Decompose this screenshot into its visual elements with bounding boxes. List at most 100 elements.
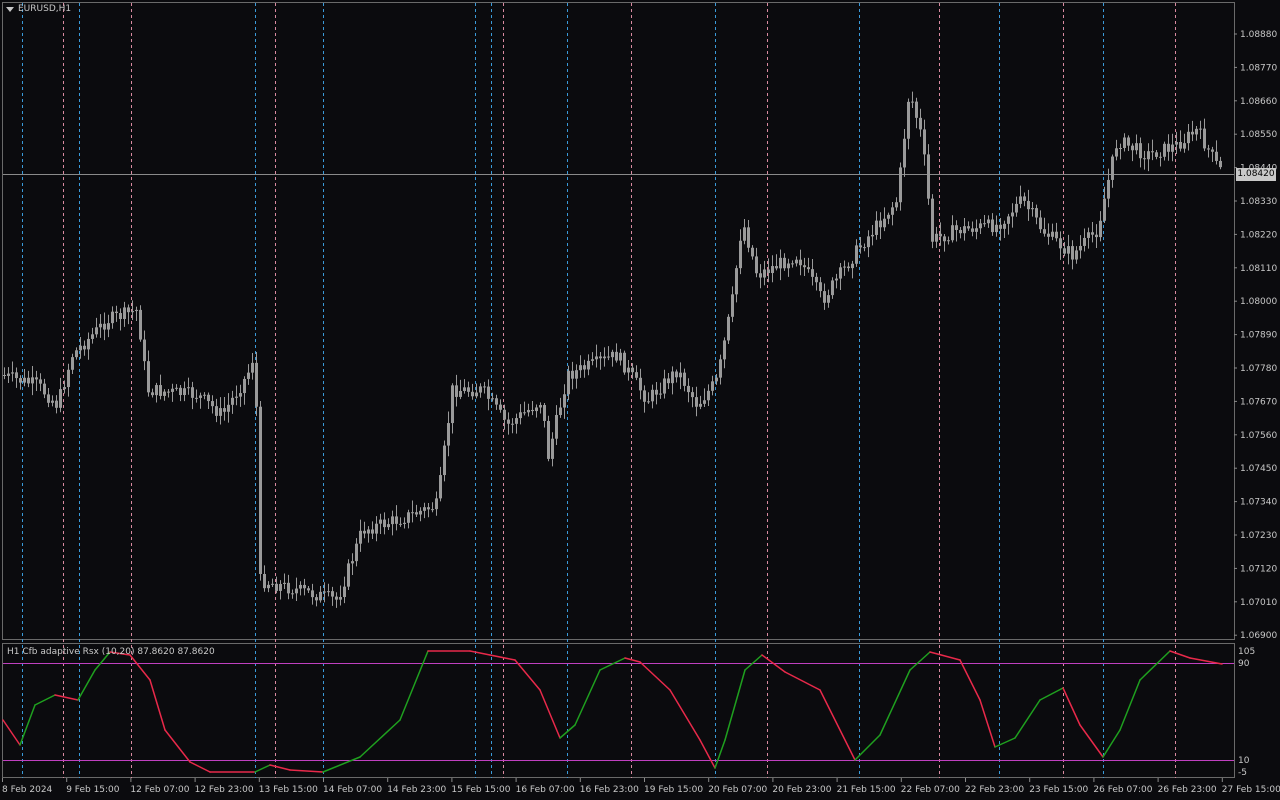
rsx-line-segment [909,651,931,671]
candle-body [31,377,34,384]
candle-body [927,154,930,199]
candle-body [975,228,978,232]
candle-body [119,313,122,319]
candle-body [995,224,998,233]
candle-body [943,236,946,242]
candle-body [991,219,994,233]
candle-body [291,593,294,595]
time-axis-label: 16 Feb 23:00 [580,785,639,795]
rsx-line-segment [254,764,271,773]
candle-body [359,530,362,544]
candle-body [875,220,878,235]
time-axis-label: 12 Feb 07:00 [130,785,189,795]
rsx-line-segment [149,679,166,731]
rsx-line-segment [1119,679,1141,731]
rsx-line-segment [784,671,821,691]
rsx-line-segment [639,661,671,691]
candle-body [735,268,738,295]
candle-body [527,409,530,413]
candle-body [95,327,98,335]
candle-body [599,356,602,359]
rsx-line-segment [399,650,429,721]
candle-body [271,583,274,585]
candle-body [607,356,610,358]
candle-body [351,561,354,564]
candle-body [655,389,658,395]
candle-body [187,387,190,389]
candle-body [731,294,734,317]
indicator-axis-label: -5 [1238,768,1247,778]
candle-body [35,377,38,380]
candle-body [819,282,822,292]
candle-body [827,295,830,303]
rsx-line-segment [1079,724,1104,758]
candle-body [263,573,266,589]
candle-body [99,323,102,328]
rsx-line-segment [624,657,641,663]
price-axis-label: 1.08000 [1240,297,1277,307]
candle-body [1143,158,1146,160]
candle-body [1167,143,1170,152]
candle-body [155,385,158,396]
candle-body [1183,143,1186,149]
price-axis-label: 1.08330 [1240,197,1277,207]
candle-body [1099,220,1102,238]
candle-body [1107,179,1110,199]
rsx-line-segment [539,689,561,739]
candle-body [1215,151,1218,161]
candle-body [455,385,458,397]
candle-body [583,365,586,370]
rsx-line-segment [714,739,726,769]
candle-body [647,401,650,403]
candle-body [1199,128,1202,130]
symbol-label[interactable]: EURUSD,H1 [6,4,71,14]
candle-body [839,267,842,279]
candle-body [515,418,518,424]
rsx-line-segment [469,650,491,656]
candle-body [931,198,934,242]
candle-body [247,372,250,379]
candle-body [1163,143,1166,157]
candle-body [627,367,630,373]
candle-body [851,263,854,269]
time-axis-label: 26 Feb 23:00 [1158,785,1217,795]
candle-body [139,309,142,340]
candle-body [215,406,218,416]
candle-body [671,371,674,384]
rsx-line-segment [54,694,79,701]
candle-body [719,359,722,378]
candle-body [63,387,66,390]
candle-body [391,516,394,525]
candle-body [1071,246,1074,260]
candle-body [1043,229,1046,234]
rsx-line-segment [129,654,151,681]
chevron-down-icon[interactable] [6,6,14,12]
rsx-line-segment [1014,699,1041,739]
time-axis-label: 27 Feb 15:00 [1222,785,1280,795]
price-axis-label: 1.07780 [1240,364,1277,374]
candle-body [579,365,582,371]
candle-body [283,582,286,584]
time-axis-label: 8 Feb 2024 [2,785,53,795]
rsx-line-segment [77,669,96,701]
candle-body [239,393,242,397]
candle-body [639,377,642,391]
candle-body [519,412,522,419]
candle-body [3,375,6,376]
rsx-line-segment [109,651,131,656]
candle-body [563,394,566,408]
candle-body [1127,137,1130,146]
candle-body [503,409,506,420]
candle-body [127,307,130,313]
candle-body [603,356,606,359]
candle-body [451,385,454,424]
candle-body [835,278,838,281]
candle-body [11,372,14,374]
rsx-line-segment [94,651,111,671]
rsx-line-segment [164,729,191,763]
rsx-line-segment [1189,657,1223,665]
candle-body [867,236,870,248]
candle-body [467,387,470,392]
time-axis-label: 26 Feb 07:00 [1093,785,1152,795]
